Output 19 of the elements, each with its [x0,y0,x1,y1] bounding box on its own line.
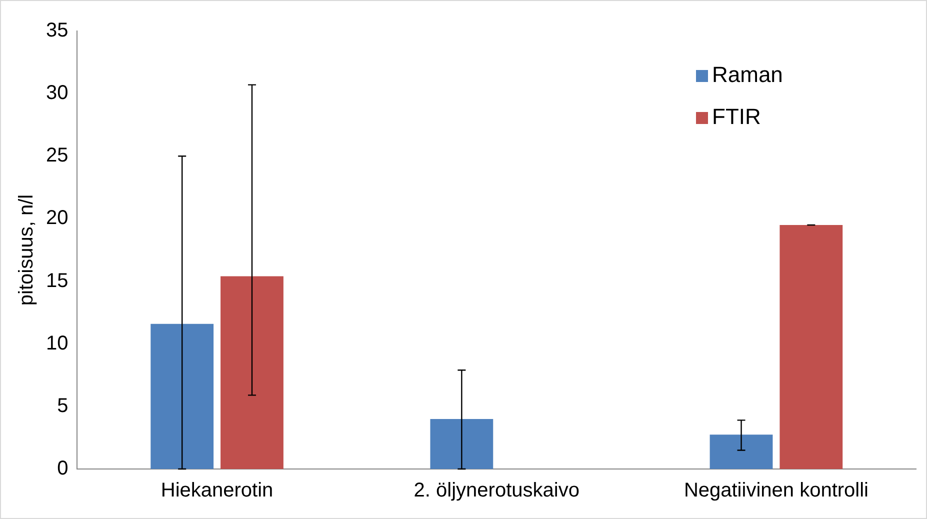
y-tick-label: 35 [46,20,68,42]
legend-label: Raman [712,62,783,88]
y-tick-label: 0 [57,458,68,480]
x-tick-label: Negatiivinen kontrolli [684,480,868,502]
bar [220,276,284,469]
y-tick-label: 20 [46,207,68,230]
y-axis-title: pitoisuus, n/l [16,194,38,306]
legend-label: FTIR [712,104,761,130]
bar [430,418,494,469]
bar [780,224,843,469]
y-tick-label: 15 [46,270,68,292]
y-tick-label: 5 [57,394,68,417]
y-tick-label: 10 [46,332,68,354]
bar [710,434,773,469]
y-tick-label: 25 [46,144,68,167]
bar [150,324,214,469]
x-tick-label: Hiekanerotin [160,480,274,502]
x-tick-label: 2. öljynerotuskaivo [414,480,580,502]
y-tick-label: 30 [46,82,68,104]
